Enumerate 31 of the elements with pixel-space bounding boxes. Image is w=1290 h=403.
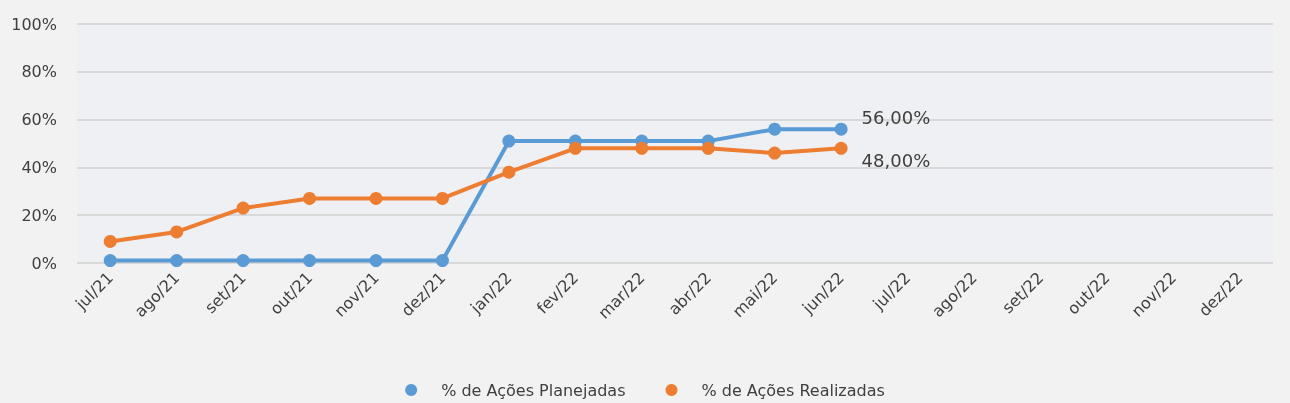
- point: [236, 254, 250, 268]
- point: [568, 141, 582, 155]
- point: [635, 141, 649, 155]
- point: [834, 141, 848, 155]
- point: [170, 254, 184, 268]
- point: [768, 122, 782, 136]
- y-tick-label: 60%: [21, 110, 57, 130]
- point: [435, 254, 449, 268]
- point: [369, 191, 383, 205]
- legend-label: % de Ações Realizadas: [701, 380, 885, 400]
- y-tick-label: 20%: [21, 205, 57, 225]
- point: [103, 254, 117, 268]
- y-tick-label: 100%: [11, 14, 57, 34]
- point: [170, 225, 184, 239]
- point: [502, 165, 516, 179]
- point: [303, 254, 317, 268]
- point: [103, 234, 117, 248]
- point: [768, 146, 782, 160]
- point: [502, 134, 516, 148]
- y-tick-label: 40%: [21, 157, 57, 177]
- data-label: 56,00%: [861, 106, 931, 128]
- y-tick-label: 80%: [21, 62, 57, 82]
- point: [303, 191, 317, 205]
- point: [369, 254, 383, 268]
- data-label: 48,00%: [861, 149, 931, 171]
- point: [236, 201, 250, 215]
- point: [834, 122, 848, 136]
- point: [701, 141, 715, 155]
- point: [435, 191, 449, 205]
- y-tick-label: 0%: [31, 253, 57, 273]
- legend-label: % de Ações Planejadas: [441, 380, 626, 400]
